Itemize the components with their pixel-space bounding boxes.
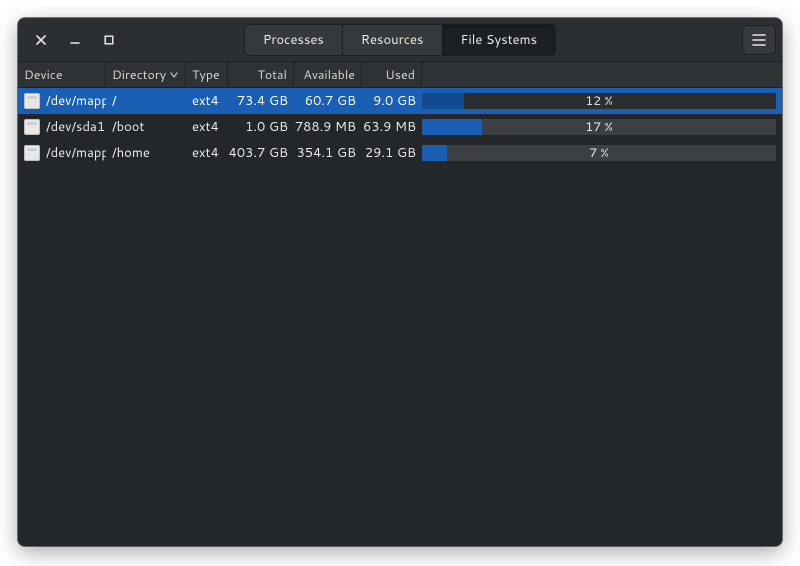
cell-directory: /boot (106, 118, 186, 136)
cell-total: 73.4 GB (228, 92, 294, 110)
device-label: /dev/sda1 (46, 118, 105, 136)
cell-total: 1.0 GB (228, 118, 294, 136)
cell-device: /dev/mapp (18, 144, 106, 162)
cell-directory: /home (106, 144, 186, 162)
column-header-device[interactable]: Device (18, 62, 106, 87)
cell-device: /dev/mapp (18, 92, 106, 110)
disk-icon (24, 145, 40, 161)
cell-available: 788.9 MB (294, 118, 362, 136)
column-header-total[interactable]: Total (228, 62, 294, 87)
disk-icon (24, 119, 40, 135)
window-controls (24, 24, 126, 56)
maximize-button[interactable] (92, 24, 126, 56)
cell-used-bar: 17 % (422, 114, 782, 140)
view-tabs: Processes Resources File Systems (244, 24, 556, 56)
usage-percent-label: 7 % (422, 145, 776, 161)
cell-used-value: 9.0 GB (362, 92, 422, 110)
tab-resources[interactable]: Resources (343, 25, 443, 55)
column-header-directory[interactable]: Directory (106, 62, 186, 87)
table-row[interactable]: /dev/mapp/ext473.4 GB60.7 GB9.0 GB12 % (18, 88, 782, 114)
titlebar: Processes Resources File Systems (18, 18, 782, 62)
tab-processes[interactable]: Processes (245, 25, 343, 55)
cell-used-value: 163.9 MB (362, 118, 422, 136)
cell-available: 354.1 GB (294, 144, 362, 162)
usage-percent-label: 12 % (422, 93, 776, 109)
cell-type: ext4 (186, 144, 228, 162)
minimize-button[interactable] (58, 24, 92, 56)
menu-button[interactable] (742, 25, 776, 55)
column-header-type[interactable]: Type (186, 62, 228, 87)
table-row[interactable]: /dev/mapp/homeext4403.7 GB354.1 GB29.1 G… (18, 140, 782, 166)
cell-used-bar: 7 % (422, 140, 782, 166)
tab-file-systems[interactable]: File Systems (443, 25, 556, 55)
column-header-used[interactable]: Used (362, 62, 422, 87)
cell-type: ext4 (186, 118, 228, 136)
cell-type: ext4 (186, 92, 228, 110)
device-label: /dev/mapp (46, 144, 106, 162)
cell-total: 403.7 GB (228, 144, 294, 162)
filesystem-table-body: /dev/mapp/ext473.4 GB60.7 GB9.0 GB12 %/d… (18, 88, 782, 546)
close-button[interactable] (24, 24, 58, 56)
usage-bar: 7 % (422, 145, 776, 161)
usage-bar: 17 % (422, 119, 776, 135)
usage-bar: 12 % (422, 93, 776, 109)
cell-device: /dev/sda1 (18, 118, 106, 136)
sort-indicator-icon (170, 66, 178, 84)
device-label: /dev/mapp (46, 92, 106, 110)
column-header-directory-label: Directory (112, 66, 166, 84)
column-header-available[interactable]: Available (294, 62, 362, 87)
column-headers: Device Directory Type Total Available Us… (18, 62, 782, 88)
cell-used-value: 29.1 GB (362, 144, 422, 162)
cell-available: 60.7 GB (294, 92, 362, 110)
usage-percent-label: 17 % (422, 119, 776, 135)
column-header-used-bar[interactable] (422, 62, 782, 87)
table-row[interactable]: /dev/sda1/bootext41.0 GB788.9 MB163.9 MB… (18, 114, 782, 140)
cell-used-bar: 12 % (422, 88, 782, 114)
cell-directory: / (106, 92, 186, 110)
system-monitor-window: Processes Resources File Systems Device … (18, 18, 782, 546)
disk-icon (24, 93, 40, 109)
